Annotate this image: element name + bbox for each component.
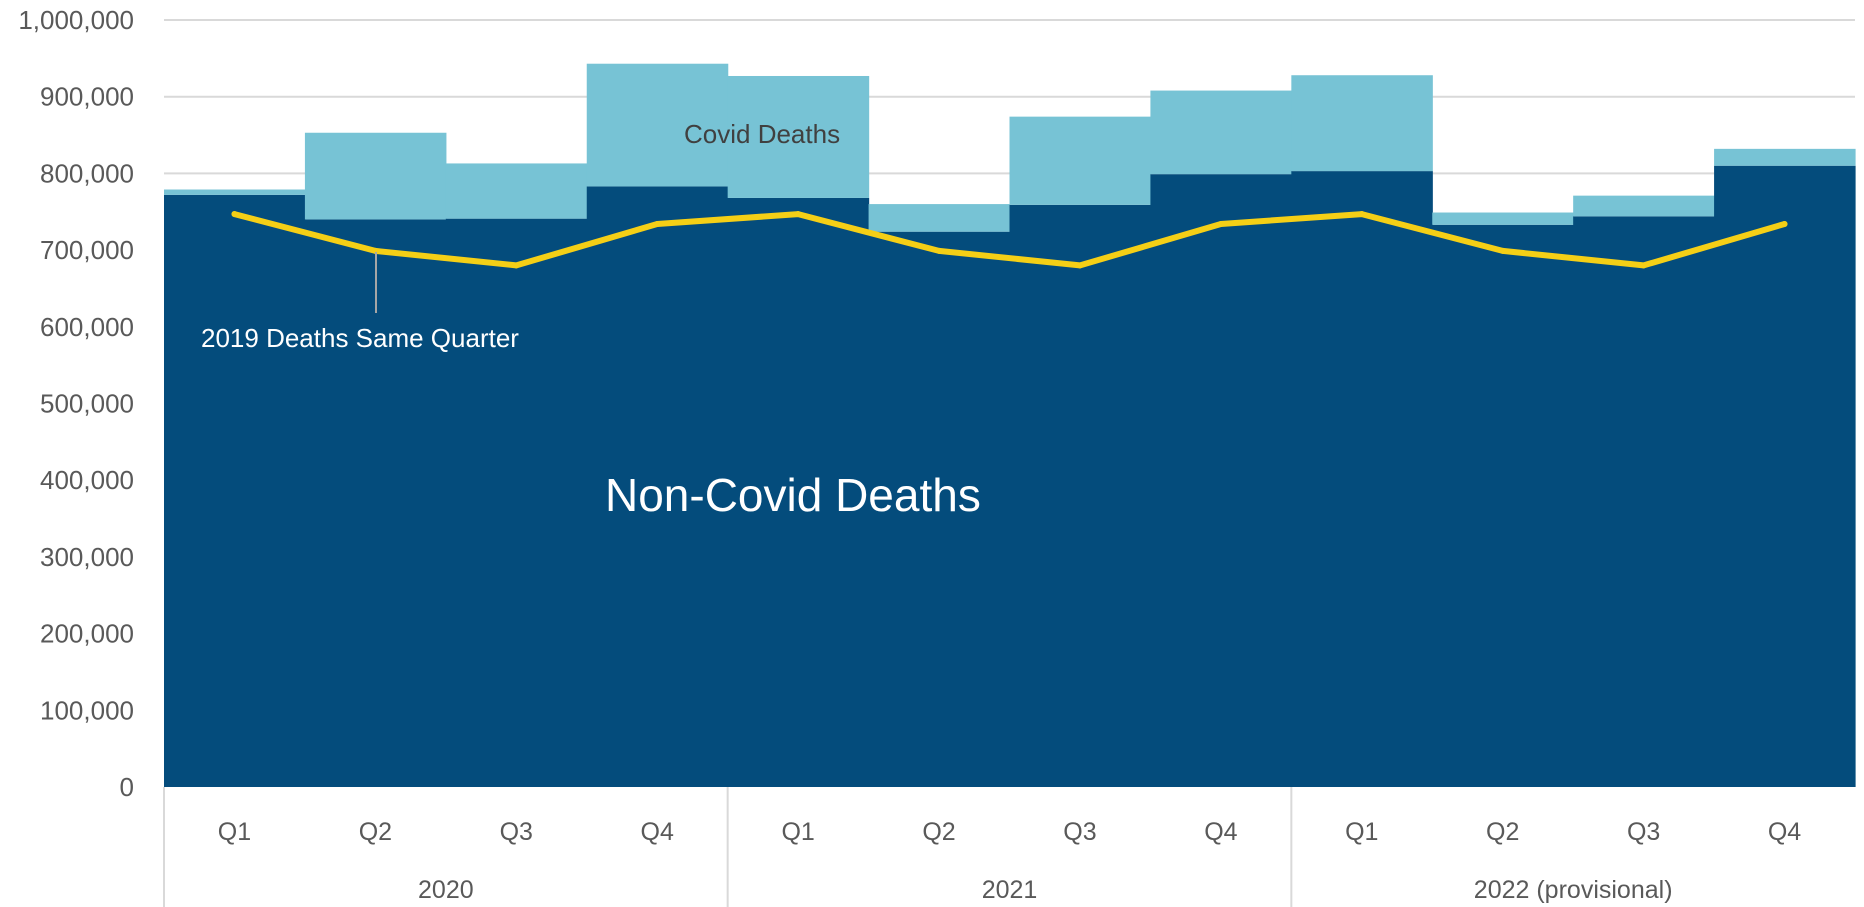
x-category-label: Q1 [218, 818, 251, 846]
bar-covid [1714, 148, 1856, 166]
y-tick-label: 200,000 [40, 619, 134, 649]
y-tick-label: 700,000 [40, 235, 134, 265]
annotations: Covid Deaths 2019 Deaths Same Quarter No… [201, 119, 981, 521]
y-axis-tick-labels: 0 100,000 200,000 300,000 400,000 500,000 600,… [18, 5, 134, 802]
x-group-label: 2022 (provisional) [1474, 876, 1673, 904]
bar-non-covid [445, 218, 588, 787]
y-tick-label: 0 [120, 772, 134, 802]
line-point [513, 262, 520, 269]
line-point [1499, 247, 1506, 254]
bar-non-covid [1714, 165, 1856, 788]
x-category-label: Q1 [1345, 818, 1378, 846]
bar-non-covid [1009, 204, 1152, 788]
x-group-label: 2021 [982, 876, 1038, 904]
line-point [231, 211, 238, 218]
x-category-label: Q3 [1627, 818, 1660, 846]
bar-covid [727, 75, 870, 198]
bar-covid [586, 63, 729, 187]
bar-non-covid [304, 219, 447, 788]
bar-non-covid [1432, 224, 1574, 787]
bar-covid [1573, 195, 1715, 217]
x-category-label: Q4 [641, 818, 674, 846]
bar-non-covid [727, 197, 870, 788]
bar-covid [868, 204, 1011, 232]
bar-covid [304, 132, 447, 220]
bar-non-covid [1291, 171, 1433, 787]
line-point [1358, 211, 1365, 218]
line-series [231, 211, 1788, 269]
baseline-2019-annotation: 2019 Deaths Same Quarter [201, 323, 519, 353]
bar-non-covid [586, 186, 729, 788]
line-point [1217, 221, 1224, 228]
x-group-label: 2020 [418, 876, 474, 904]
bar-covid [1009, 116, 1152, 205]
line-point [1640, 262, 1647, 269]
baseline-line [231, 211, 1788, 269]
line-point [936, 247, 943, 254]
y-tick-label: 900,000 [40, 82, 134, 112]
x-category-label: Q2 [922, 818, 955, 846]
bar-covid [1291, 75, 1433, 172]
y-tick-label: 100,000 [40, 695, 134, 725]
bar-covid [445, 163, 588, 219]
covid-deaths-annotation: Covid Deaths [684, 119, 840, 149]
x-category-label: Q1 [781, 818, 814, 846]
x-category-label: Q4 [1768, 818, 1801, 846]
x-axis: Q1 Q2 Q3 Q4 Q1 Q2 Q3 Q4 Q1 Q2 Q3 Q4 2020 2021 2022 (pr… [163, 787, 1801, 907]
y-tick-label: 800,000 [40, 158, 134, 188]
bar-covid [1150, 90, 1292, 175]
bar-non-covid [868, 231, 1011, 787]
bars [164, 63, 1856, 788]
line-point [654, 221, 661, 228]
x-category-label: Q4 [1204, 818, 1237, 846]
y-tick-label: 500,000 [40, 389, 134, 419]
line-point [1781, 221, 1788, 228]
x-category-label: Q2 [1486, 818, 1519, 846]
x-category-label: Q3 [500, 818, 533, 846]
line-point [1076, 262, 1083, 269]
x-category-label: Q2 [359, 818, 392, 846]
y-tick-label: 600,000 [40, 312, 134, 342]
bar-covid [164, 189, 306, 195]
line-point [795, 211, 802, 218]
y-tick-label: 300,000 [40, 542, 134, 572]
y-tick-label: 400,000 [40, 465, 134, 495]
y-tick-label: 1,000,000 [18, 5, 134, 35]
bar-non-covid [1150, 174, 1292, 788]
x-category-label: Q3 [1063, 818, 1096, 846]
bar-non-covid [164, 194, 306, 788]
bar-covid [1432, 212, 1574, 225]
bar-non-covid [1573, 216, 1715, 788]
non-covid-deaths-annotation: Non-Covid Deaths [605, 469, 981, 521]
